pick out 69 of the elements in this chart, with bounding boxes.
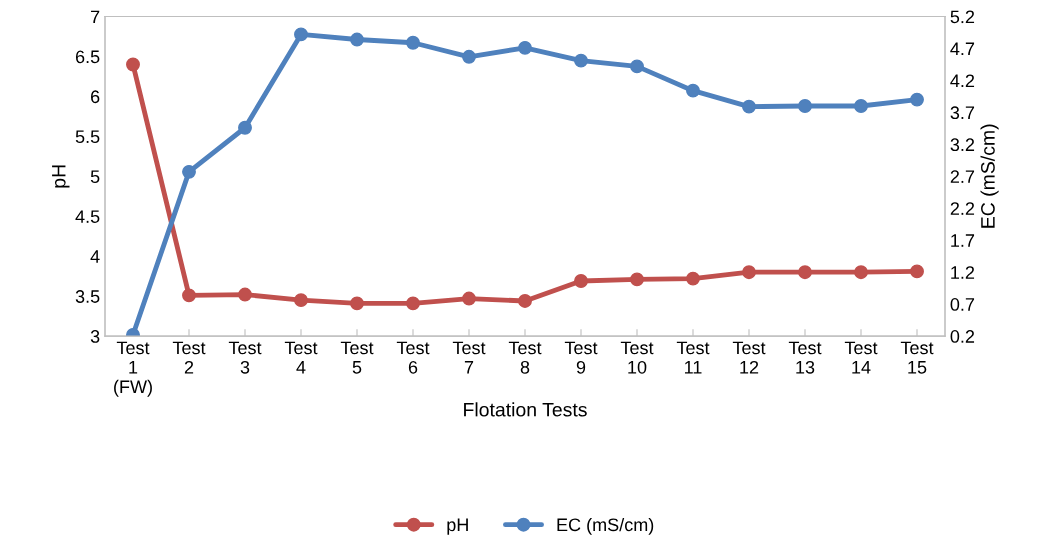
- point: [518, 294, 532, 308]
- point: [350, 32, 364, 47]
- y-tick-label: 4: [90, 250, 100, 263]
- point: [854, 265, 868, 280]
- x-tick-label: Test 9: [564, 341, 598, 374]
- point: [126, 57, 140, 72]
- point: [462, 49, 476, 64]
- y2-tick-label: 3.2: [950, 138, 975, 152]
- legend-label: EC (mS/cm): [557, 517, 654, 535]
- point: [798, 99, 812, 113]
- point: [518, 40, 532, 55]
- point: [294, 293, 308, 308]
- x-tick-label: Test 13: [788, 341, 822, 374]
- point: [798, 265, 812, 280]
- y-tick-label: 6.5: [75, 50, 100, 64]
- legend-label: pH: [447, 518, 468, 535]
- x-tick-label: Test 5: [340, 341, 374, 374]
- point: [630, 272, 644, 287]
- y-tick-label: 3.5: [75, 290, 100, 303]
- x-axis-title: Flotation Tests: [464, 402, 587, 417]
- point: [238, 287, 252, 302]
- point: [406, 35, 420, 50]
- x-tick-label: Test 12: [732, 341, 766, 374]
- point: [910, 92, 924, 107]
- y-tick-label: 7: [91, 10, 100, 24]
- y2-tick-label: 1.7: [951, 234, 975, 247]
- y2-tick-label: 4.7: [950, 42, 975, 56]
- point: [182, 288, 196, 303]
- point: [350, 296, 364, 311]
- y-tick-label: 4.5: [75, 210, 100, 223]
- y-tick-label: 6: [91, 90, 100, 104]
- y2-tick-label: 5.2: [950, 10, 975, 24]
- x-tick-label: Test 15: [900, 341, 934, 374]
- y-tick-label: 3: [90, 330, 100, 343]
- x-tick-label: Test 4: [284, 341, 318, 374]
- point: [406, 296, 420, 311]
- y-tick-label: 5: [90, 170, 100, 184]
- x-tick-label: Test 3: [228, 341, 262, 374]
- x-tick-label: Test 2: [172, 341, 206, 374]
- y2-tick-label: 2.2: [950, 202, 975, 215]
- point: [686, 271, 700, 286]
- point: [574, 53, 588, 68]
- point: [182, 164, 196, 179]
- y2-tick-label: 1.2: [951, 266, 975, 279]
- y-tick-label: 5.5: [75, 130, 100, 144]
- y2-tick-label: 0.7: [950, 298, 975, 311]
- point: [462, 291, 476, 306]
- point: [574, 274, 588, 288]
- y2-tick-label: 4.2: [950, 74, 975, 87]
- point: [238, 120, 252, 135]
- point: [686, 83, 700, 98]
- point: [630, 59, 644, 74]
- point: [854, 99, 868, 113]
- point: [294, 27, 308, 42]
- y2-tick-label: 2.7: [950, 170, 975, 183]
- x-tick-label: Test 1 (FW): [114, 341, 152, 397]
- point: [910, 264, 924, 279]
- x-tick-label: Test 14: [844, 341, 878, 374]
- x-tick-label: Test 11: [676, 341, 710, 374]
- y2-tick-label: 3.7: [950, 106, 975, 120]
- x-tick-label: Test 10: [620, 341, 654, 374]
- point: [742, 99, 756, 114]
- y2-axis-title: EC (mS/cm): [980, 124, 999, 228]
- x-tick-label: Test 6: [396, 341, 430, 374]
- point: [742, 265, 756, 280]
- x-tick-label: Test 8: [508, 341, 542, 374]
- x-tick-label: Test 7: [452, 341, 486, 374]
- y-axis-title: pH: [52, 165, 70, 188]
- y2-tick-label: 0.2: [950, 330, 975, 343]
